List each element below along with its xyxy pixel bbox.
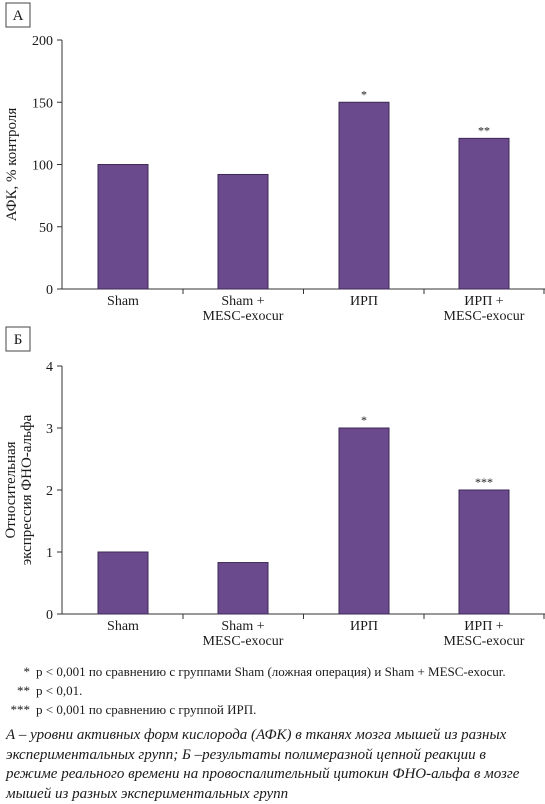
- footnote-mark: **: [17, 683, 30, 698]
- bar: [458, 489, 510, 615]
- x-tick-label: Sham: [107, 294, 139, 309]
- significance-mark: *: [361, 87, 367, 101]
- panel-label-box: [5, 326, 31, 352]
- figure-caption: А – уровни активных форм кислорода (АФК)…: [6, 727, 520, 802]
- footnote-text: p < 0,01.: [36, 683, 83, 698]
- bar: [217, 173, 269, 290]
- x-tick-label: ИРП +: [464, 619, 504, 634]
- bar: [338, 101, 390, 290]
- x-tick-label: ИРП +: [464, 294, 504, 309]
- y-tick-label: 4: [46, 360, 53, 375]
- x-tick-label: ИРП: [350, 619, 378, 634]
- bar: [97, 164, 149, 290]
- y-tick-label: 0: [46, 283, 53, 298]
- y-tick-label: 2: [46, 484, 53, 499]
- footnote-mark: ***: [10, 702, 31, 717]
- y-axis-label: АФК, % контроля: [4, 108, 20, 222]
- x-tick-label: MESC-exocur: [444, 634, 525, 649]
- y-tick-label: 3: [46, 422, 53, 437]
- y-axis-label: Относительная: [3, 441, 19, 538]
- footnote-1: * p < 0,001 по сравнению с группами Sham …: [0, 664, 506, 680]
- panel-label: Б: [14, 332, 23, 348]
- significance-mark: ***: [475, 475, 493, 489]
- bar: [458, 137, 510, 290]
- y-tick-label: 1: [46, 546, 53, 561]
- x-tick-label: MESC-exocur: [203, 634, 284, 649]
- footnote-mark: *: [23, 664, 31, 679]
- y-tick-label: 150: [32, 96, 53, 111]
- x-tick-label: MESC-exocur: [203, 309, 284, 324]
- significance-mark: *: [361, 413, 367, 427]
- footnote-text: p < 0,001 по сравнению с группами Sham (…: [36, 664, 506, 679]
- x-tick-label: MESC-exocur: [444, 309, 525, 324]
- y-tick-label: 200: [32, 34, 53, 49]
- x-tick-label: Sham +: [221, 619, 264, 634]
- y-axis-label: экспрессия ФНО-альфа: [19, 414, 35, 565]
- bar: [217, 562, 269, 615]
- panel-label-box: [5, 2, 31, 28]
- significance-mark: **: [478, 123, 490, 137]
- y-tick-label: 50: [39, 221, 53, 236]
- x-tick-label: Sham +: [221, 294, 264, 309]
- footnote-2: ** p < 0,01.: [0, 683, 82, 699]
- footnote-text: p < 0,001 по сравнению с группой ИРП.: [36, 702, 257, 717]
- y-tick-label: 0: [46, 608, 53, 623]
- footnote-3: *** p < 0,001 по сравнению с группой ИРП.: [0, 702, 257, 718]
- panel-label: А: [13, 8, 24, 24]
- x-tick-label: ИРП: [350, 294, 378, 309]
- x-tick-label: Sham: [107, 619, 139, 634]
- y-tick-label: 100: [32, 159, 53, 174]
- bar: [338, 427, 390, 615]
- bar: [97, 551, 149, 615]
